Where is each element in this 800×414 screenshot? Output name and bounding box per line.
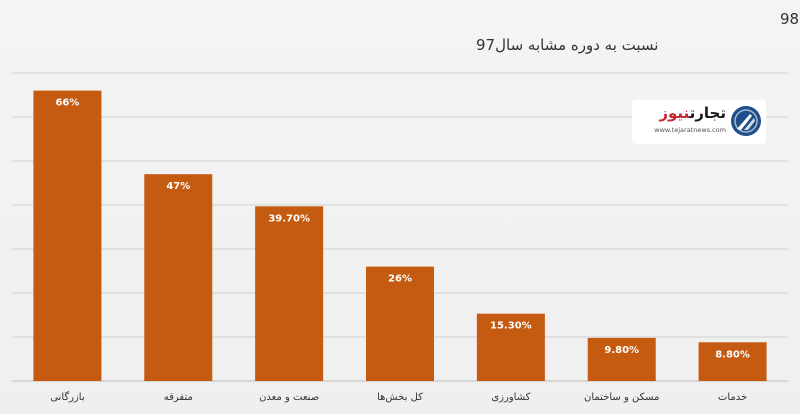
data-label-2: 47% — [166, 181, 190, 192]
data-label-7: 8.80% — [715, 349, 750, 360]
tick-labels-layer: بازرگانی متفرقه صنعت و معدن کل بخش‌ها کشاورز… — [50, 391, 747, 403]
logo-name-part2: نیوز — [659, 104, 690, 122]
tick-label-6: مسکن و ساختمان — [584, 392, 659, 403]
bars-layer — [33, 90, 767, 381]
data-labels-layer: 66% 47% 39.70% 26% 15.30% 9.80% 8.80% — [55, 98, 749, 361]
bar-6 — [587, 337, 656, 381]
chart-subtitle: نسبت به دوره مشابه سال97 — [476, 36, 658, 54]
data-label-3: 39.70% — [268, 213, 310, 224]
data-label-1: 66% — [55, 98, 79, 109]
bar-7 — [698, 342, 767, 381]
tick-label-7: خدمات — [718, 392, 747, 403]
data-label-4: 26% — [388, 274, 412, 285]
bar-1 — [33, 90, 102, 381]
bar-2 — [144, 174, 213, 381]
tejarat-news-logo: تجارتنیوز www.tejaratnews.com — [632, 100, 766, 144]
data-label-5: 15.30% — [490, 321, 532, 332]
logo-url: www.tejaratnews.com — [654, 126, 726, 134]
tick-label-3: صنعت و معدن — [259, 392, 319, 403]
bar-4 — [366, 266, 434, 381]
bar-3 — [255, 206, 324, 381]
tick-label-1: بازرگانی — [50, 391, 84, 403]
bar-5 — [476, 313, 545, 381]
logo-wordmark: تجارتنیوز — [638, 104, 726, 122]
data-label-6: 9.80% — [604, 345, 639, 356]
tick-label-2: متفرقه — [164, 392, 193, 403]
chart-title: تغییرات میزان وام‌دهی بانک‌ها به بخش‌های… — [780, 10, 800, 28]
tick-label-4: کل بخش‌ها — [377, 392, 423, 403]
grid-layer — [12, 72, 788, 382]
tick-label-5: کشاورزی — [491, 392, 530, 403]
logo-name-part1: تجارت — [689, 104, 726, 122]
logo-mark-icon — [731, 106, 761, 136]
